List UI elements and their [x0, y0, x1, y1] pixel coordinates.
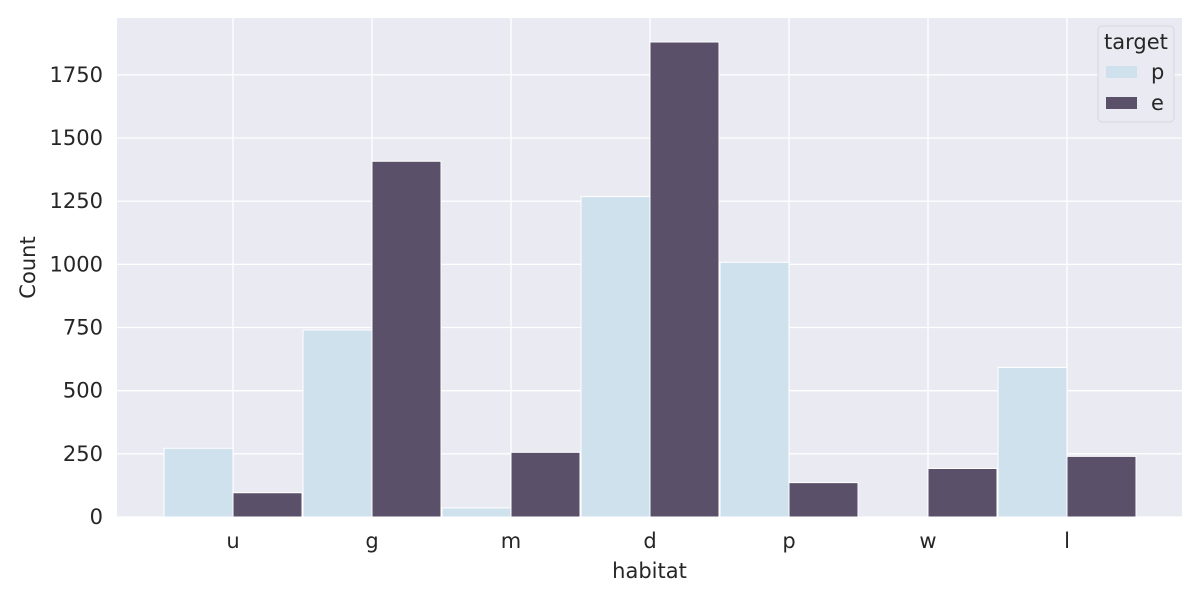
x-tick-label: d	[643, 529, 656, 553]
y-tick-label: 750	[63, 316, 103, 340]
bar-p-d	[580, 196, 651, 518]
y-tick-label: 1750	[50, 63, 103, 87]
bar-p-p	[719, 261, 790, 518]
bars	[163, 41, 1137, 518]
y-tick-label: 250	[63, 442, 103, 466]
bar-e-l	[1066, 455, 1137, 518]
y-tick-label: 0	[90, 505, 103, 529]
bar-p-l	[997, 366, 1068, 518]
bar-e-m	[510, 451, 581, 518]
legend-label-e: e	[1151, 91, 1164, 115]
legend-label-p: p	[1151, 60, 1164, 84]
y-tick-labels: 0 250 500 750 1000 1250 1500 1750	[50, 63, 103, 529]
bar-p-m	[441, 507, 512, 518]
y-axis-label: Count	[16, 236, 40, 298]
bar-e-d	[649, 41, 720, 518]
bar-e-u	[232, 492, 303, 518]
x-tick-label: m	[501, 529, 521, 553]
x-tick-label: u	[226, 529, 239, 553]
x-tick-label: l	[1064, 529, 1070, 553]
bar-e-p	[788, 482, 859, 518]
legend-swatch-p	[1106, 66, 1137, 78]
bar-p-g	[302, 329, 373, 518]
y-tick-label: 1000	[50, 252, 103, 276]
legend-items: pe	[1106, 60, 1164, 115]
x-axis-label: habitat	[612, 559, 687, 583]
y-tick-label: 1250	[50, 189, 103, 213]
y-tick-label: 1500	[50, 126, 103, 150]
x-tick-label: g	[365, 529, 378, 553]
bar-e-g	[371, 160, 442, 518]
legend: target pe	[1097, 25, 1175, 123]
legend-title: target	[1104, 30, 1168, 54]
y-tick-label: 500	[63, 379, 103, 403]
bar-e-w	[927, 467, 998, 518]
x-tick-label: w	[919, 529, 936, 553]
bar-p-u	[163, 447, 234, 518]
x-tick-label: p	[782, 529, 795, 553]
legend-swatch-e	[1106, 97, 1137, 109]
